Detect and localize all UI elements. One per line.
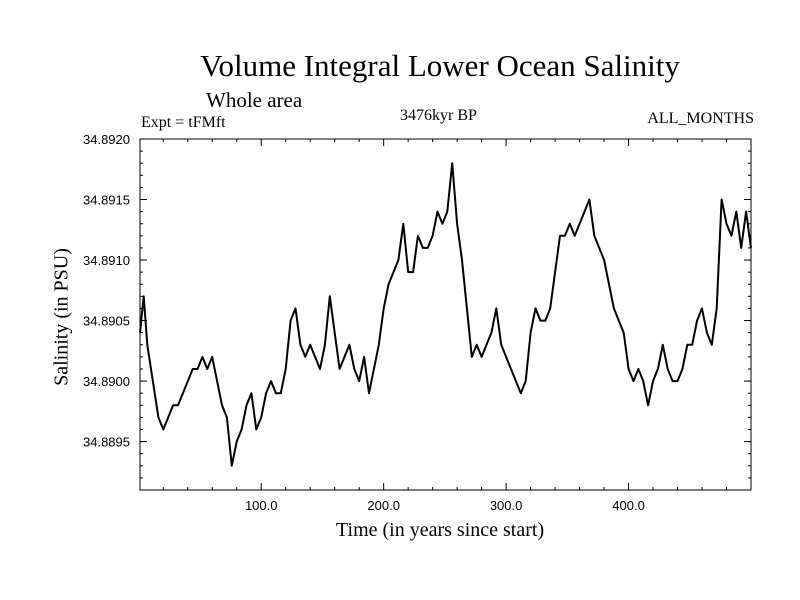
season-label: ALL_MONTHS: [647, 110, 754, 127]
chart-subtitle: Whole area: [206, 88, 303, 112]
y-tick-label: 34.8915: [83, 193, 130, 208]
experiment-label: Expt = tFMft: [141, 114, 226, 131]
y-tick-label: 34.8910: [83, 253, 130, 268]
x-tick-label: 100.0: [245, 498, 278, 513]
chart-title: Volume Integral Lower Ocean Salinity: [200, 48, 680, 83]
x-tick-label: 200.0: [367, 498, 400, 513]
y-tick-label: 34.8895: [83, 435, 130, 450]
y-tick-label: 34.8920: [83, 132, 130, 147]
y-tick-label: 34.8900: [83, 374, 130, 389]
salinity-series-line: [139, 162, 752, 467]
plot-frame: [139, 138, 752, 491]
x-tick-label: 300.0: [490, 498, 523, 513]
y-tick-label: 34.8905: [83, 314, 130, 329]
x-axis-label: Time (in years since start): [336, 519, 545, 541]
period-label: 3476kyr BP: [400, 107, 477, 124]
x-tick-label: 400.0: [612, 498, 645, 513]
